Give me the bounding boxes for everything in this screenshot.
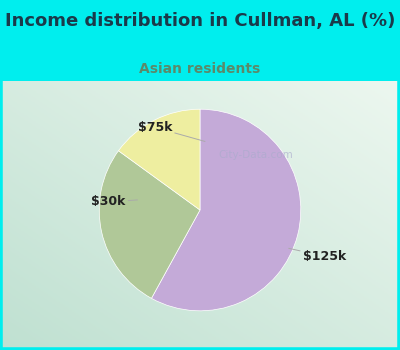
Text: Income distribution in Cullman, AL (%): Income distribution in Cullman, AL (%): [5, 12, 395, 30]
Wedge shape: [118, 109, 200, 210]
Wedge shape: [99, 151, 200, 298]
Text: $125k: $125k: [289, 248, 346, 263]
Wedge shape: [152, 109, 301, 311]
Text: City-Data.com: City-Data.com: [218, 149, 293, 160]
Text: $30k: $30k: [91, 195, 138, 209]
Text: $75k: $75k: [138, 121, 205, 141]
Text: Asian residents: Asian residents: [139, 62, 261, 76]
